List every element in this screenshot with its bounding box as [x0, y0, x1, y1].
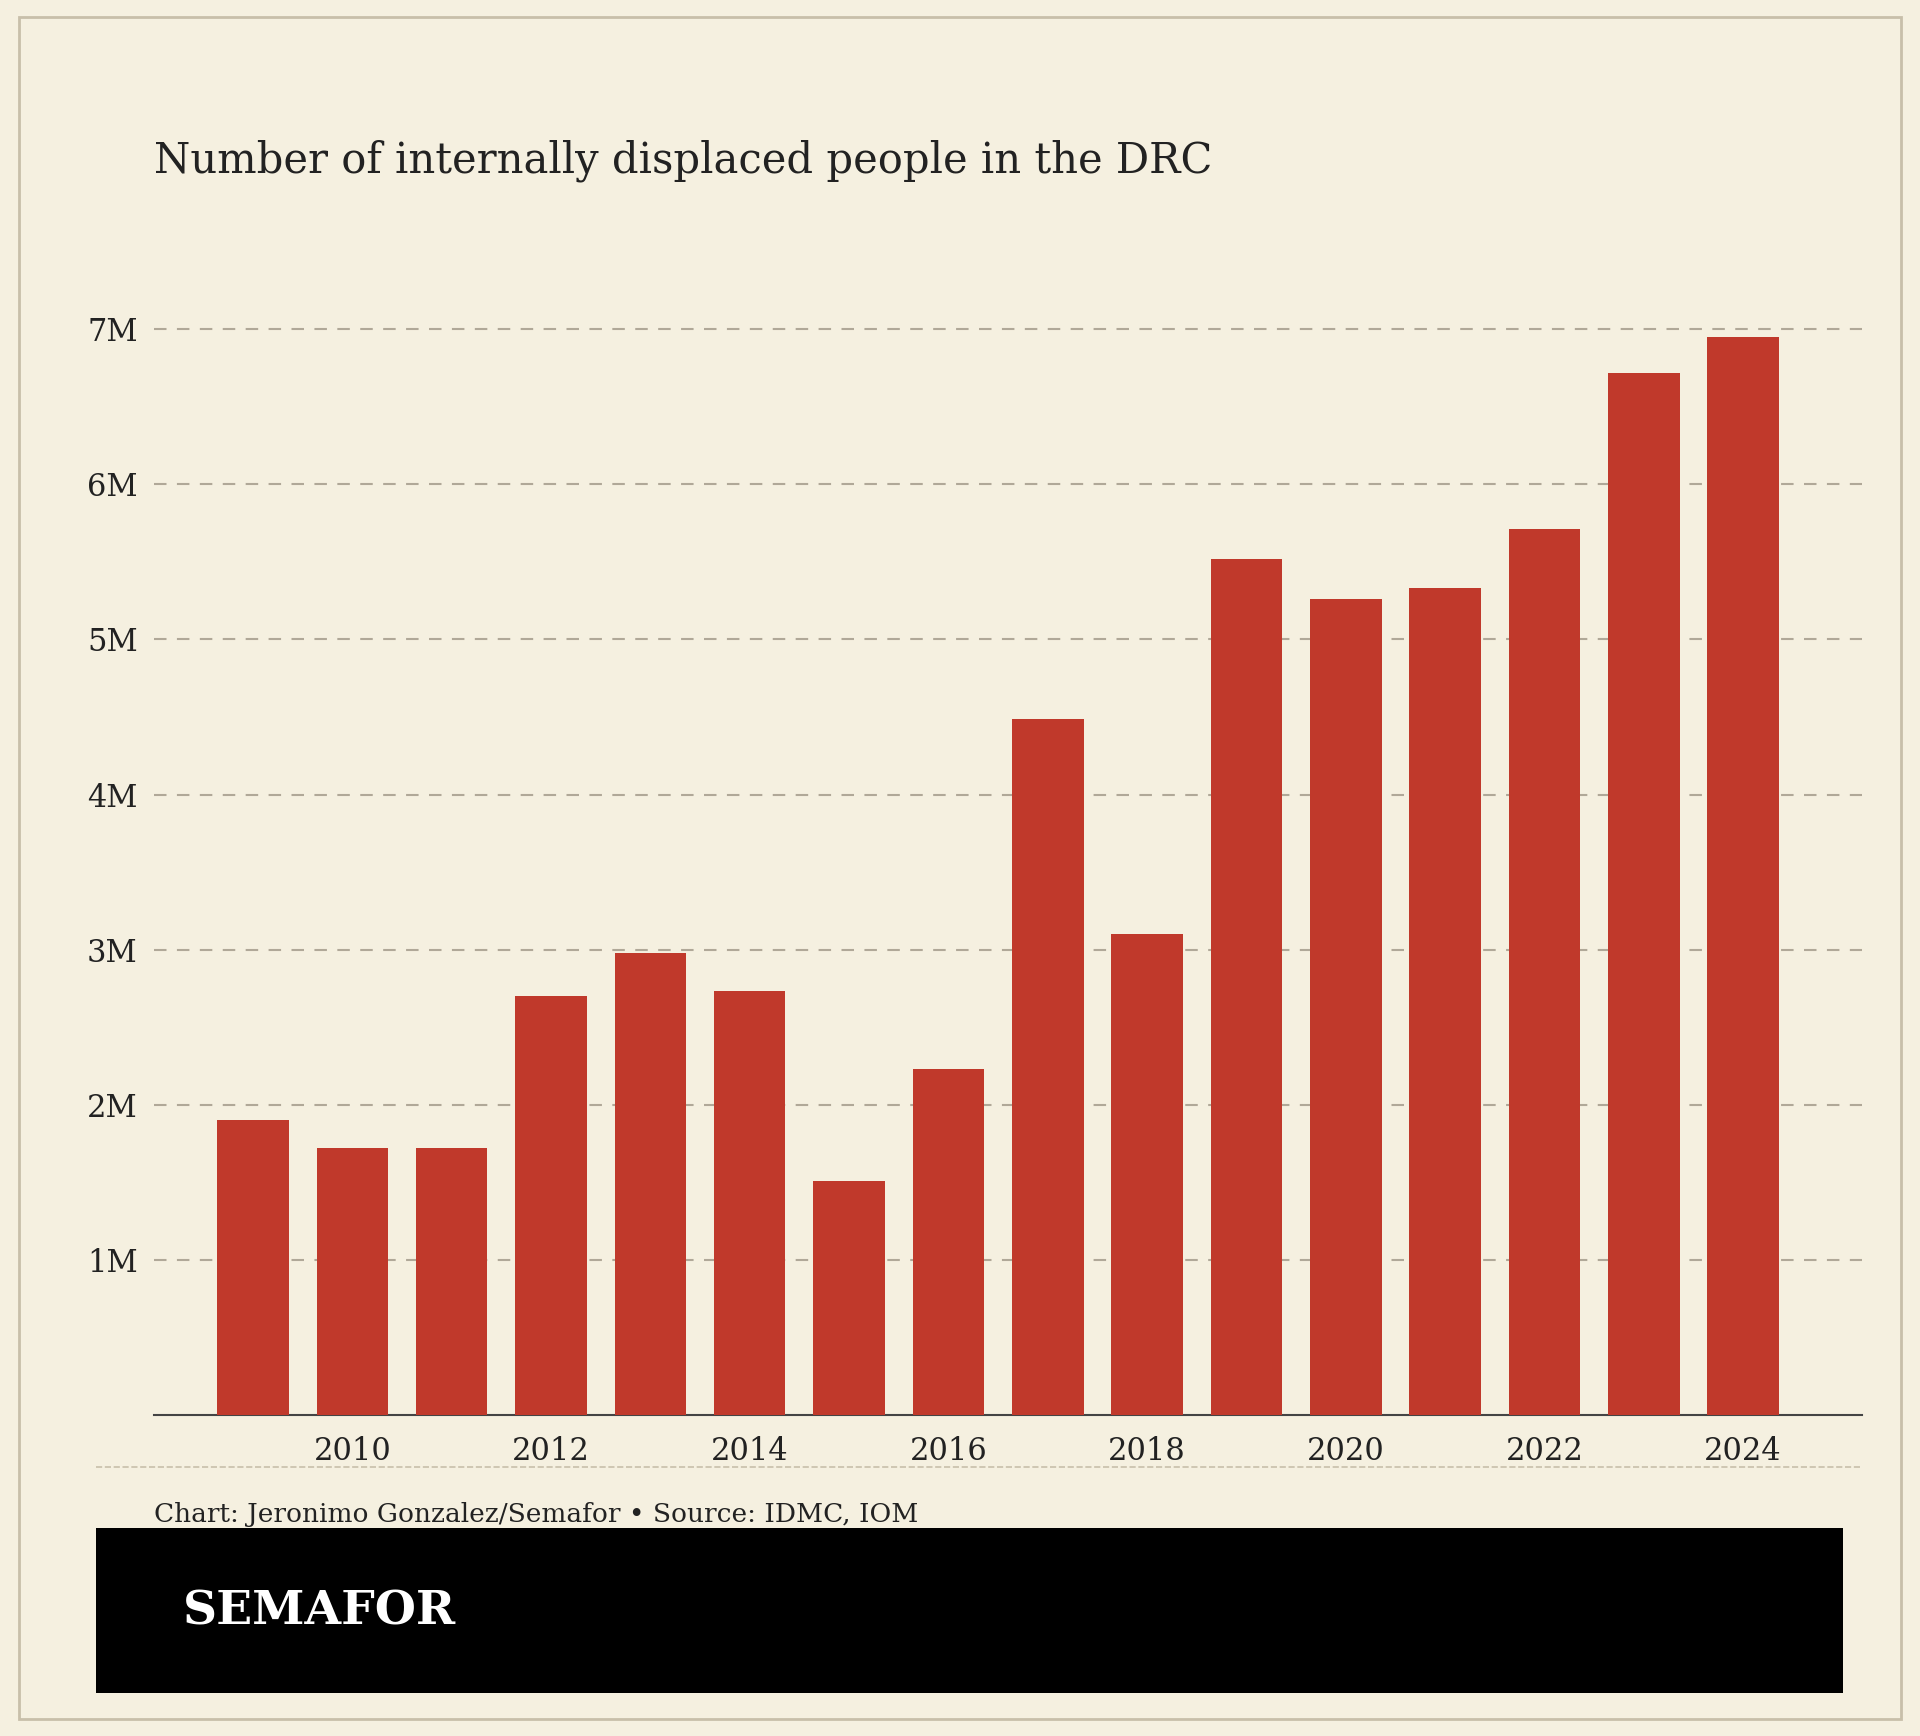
Bar	[1212, 559, 1283, 1415]
Bar	[217, 1120, 288, 1415]
Bar	[614, 953, 685, 1415]
Bar	[1309, 599, 1382, 1415]
Text: Number of internally displaced people in the DRC: Number of internally displaced people in…	[154, 141, 1212, 182]
Bar	[417, 1147, 488, 1415]
Bar	[1509, 529, 1580, 1415]
Bar	[714, 991, 785, 1415]
Bar	[1012, 719, 1083, 1415]
Bar	[1112, 934, 1183, 1415]
Bar	[912, 1069, 985, 1415]
Bar	[814, 1180, 885, 1415]
Bar	[317, 1147, 388, 1415]
Bar	[1409, 589, 1480, 1415]
Text: SEMAFOR: SEMAFOR	[182, 1588, 455, 1634]
Bar	[1609, 373, 1680, 1415]
Text: Chart: Jeronimo Gonzalez/Semafor • Source: IDMC, IOM: Chart: Jeronimo Gonzalez/Semafor • Sourc…	[154, 1502, 918, 1526]
Bar	[1707, 337, 1780, 1415]
Bar	[515, 996, 588, 1415]
